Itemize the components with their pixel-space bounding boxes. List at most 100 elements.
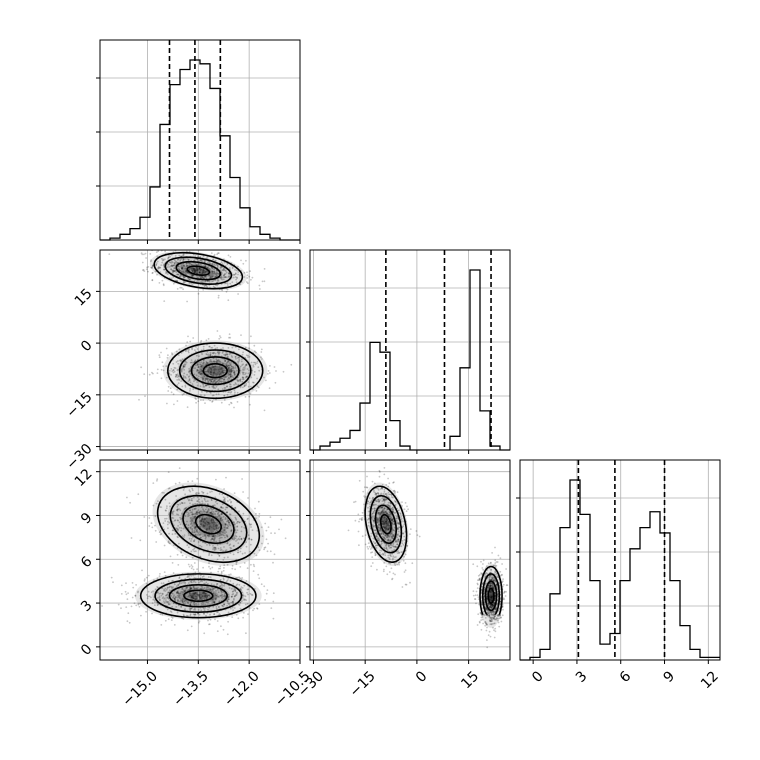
scatter-point bbox=[217, 272, 220, 275]
scatter-point bbox=[194, 598, 197, 601]
scatter-point bbox=[159, 266, 161, 269]
scatter-point bbox=[208, 345, 211, 348]
scatter-point bbox=[231, 504, 233, 507]
scatter-point bbox=[226, 598, 229, 601]
scatter-point bbox=[205, 353, 208, 355]
scatter-point bbox=[248, 538, 250, 540]
scatter-point bbox=[195, 491, 198, 494]
scatter-point bbox=[208, 268, 211, 270]
scatter-point bbox=[200, 268, 203, 271]
scatter-point bbox=[184, 271, 187, 273]
scatter-point bbox=[213, 270, 216, 273]
scatter-point bbox=[200, 585, 203, 588]
scatter-point bbox=[187, 601, 189, 604]
scatter-point bbox=[213, 601, 216, 604]
scatter-point bbox=[171, 533, 174, 536]
scatter-point bbox=[494, 592, 496, 595]
scatter-point bbox=[161, 279, 164, 282]
scatter-point bbox=[364, 534, 367, 536]
scatter-point bbox=[171, 510, 174, 513]
scatter-point bbox=[250, 361, 253, 364]
scatter-point bbox=[172, 270, 174, 273]
scatter-point bbox=[381, 552, 384, 555]
scatter-point bbox=[486, 609, 489, 612]
scatter-point bbox=[175, 350, 178, 353]
scatter-point bbox=[120, 584, 123, 587]
scatter-point bbox=[148, 595, 151, 598]
scatter-point bbox=[248, 369, 251, 372]
scatter-point bbox=[192, 267, 194, 270]
scatter-point bbox=[163, 268, 166, 271]
scatter-point bbox=[215, 527, 218, 529]
scatter-point bbox=[188, 588, 191, 591]
scatter-point bbox=[204, 606, 207, 609]
scatter-point bbox=[216, 525, 219, 527]
scatter-point bbox=[191, 514, 194, 516]
scatter-point bbox=[385, 522, 388, 524]
scatter-point bbox=[206, 521, 209, 524]
scatter-point bbox=[198, 621, 200, 624]
scatter-point bbox=[236, 525, 239, 528]
scatter-point bbox=[402, 525, 404, 528]
scatter-point bbox=[193, 550, 196, 553]
scatter-point bbox=[232, 276, 235, 279]
scatter-point bbox=[226, 563, 229, 566]
scatter-point bbox=[210, 367, 213, 370]
scatter-point bbox=[212, 587, 215, 590]
scatter-point bbox=[404, 583, 407, 586]
scatter-point bbox=[181, 600, 184, 603]
scatter-point bbox=[228, 272, 231, 275]
scatter-point bbox=[192, 597, 195, 600]
scatter-point bbox=[231, 595, 233, 598]
scatter-point bbox=[386, 534, 389, 536]
scatter-point bbox=[186, 511, 188, 514]
scatter-point bbox=[213, 546, 216, 549]
scatter-point bbox=[211, 266, 213, 269]
scatter-point bbox=[221, 586, 223, 589]
scatter-point bbox=[228, 353, 231, 356]
scatter-point bbox=[167, 354, 169, 357]
scatter-point bbox=[226, 385, 229, 388]
scatter-point bbox=[182, 259, 185, 262]
scatter-point bbox=[208, 623, 211, 626]
scatter-point bbox=[220, 530, 223, 533]
scatter-point bbox=[215, 385, 218, 388]
scatter-point bbox=[390, 507, 393, 510]
scatter-point bbox=[489, 598, 492, 600]
scatter-point bbox=[208, 606, 211, 609]
scatter-point bbox=[209, 567, 212, 570]
scatter-point bbox=[164, 574, 167, 577]
scatter-point bbox=[383, 521, 386, 524]
scatter-point bbox=[381, 506, 384, 509]
scatter-point bbox=[198, 595, 200, 597]
scatter-point bbox=[394, 546, 397, 548]
scatter-point bbox=[146, 266, 148, 269]
scatter-point bbox=[193, 268, 196, 271]
scatter-point bbox=[188, 537, 191, 540]
scatter-point bbox=[173, 270, 175, 272]
scatter-point bbox=[229, 383, 231, 386]
scatter-point bbox=[375, 492, 378, 495]
scatter-point bbox=[402, 559, 405, 562]
scatter-point bbox=[194, 526, 196, 529]
scatter-point bbox=[489, 579, 492, 581]
scatter-point bbox=[397, 533, 399, 535]
scatter-point bbox=[251, 369, 254, 372]
scatter-point bbox=[290, 363, 293, 366]
scatter-point bbox=[391, 520, 394, 523]
scatter-point bbox=[398, 563, 400, 566]
scatter-point bbox=[188, 368, 190, 370]
scatter-point bbox=[182, 365, 185, 368]
scatter-point bbox=[385, 548, 388, 550]
scatter-point bbox=[191, 489, 194, 492]
scatter-point bbox=[183, 276, 186, 279]
scatter-point bbox=[165, 347, 168, 350]
scatter-point bbox=[171, 592, 174, 595]
scatter-point bbox=[382, 522, 385, 525]
scatter-point bbox=[491, 582, 493, 585]
scatter-point bbox=[398, 526, 401, 529]
scatter-point bbox=[374, 554, 377, 557]
scatter-point bbox=[373, 482, 376, 485]
scatter-point bbox=[237, 379, 239, 381]
scatter-point bbox=[227, 299, 230, 302]
